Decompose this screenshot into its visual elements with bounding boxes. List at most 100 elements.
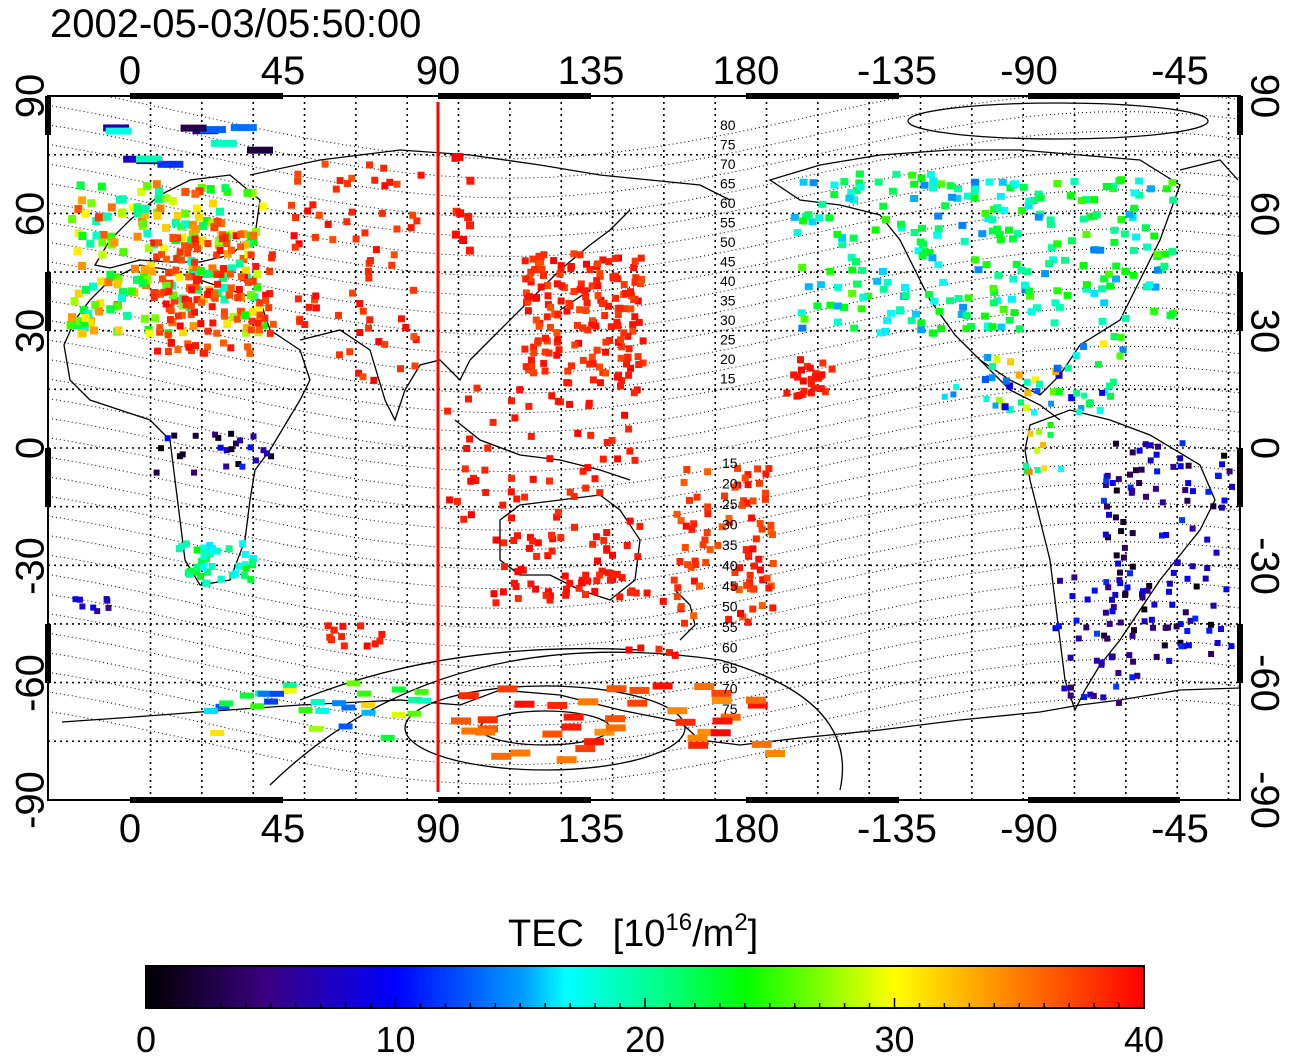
tec-cell xyxy=(1090,692,1097,699)
tec-cell xyxy=(690,612,698,620)
tec-cell xyxy=(168,197,177,205)
tec-cell xyxy=(282,687,297,694)
tec-cell xyxy=(564,367,572,375)
tec-cell xyxy=(74,321,83,330)
tec-cell xyxy=(988,323,997,331)
tec-cell xyxy=(380,734,395,741)
tec-cell xyxy=(78,196,87,205)
tec-cell xyxy=(118,294,126,303)
bottom-tick-label: 90 xyxy=(416,807,461,851)
tec-cell xyxy=(680,478,688,486)
tec-cell xyxy=(1099,340,1107,348)
tec-cell xyxy=(204,707,218,714)
left-tick-label: 0 xyxy=(9,437,53,459)
tec-cell xyxy=(361,229,369,237)
tec-cell xyxy=(123,311,132,320)
tec-cell xyxy=(561,572,569,580)
tec-cell xyxy=(136,155,162,163)
tec-cell xyxy=(192,224,200,233)
tec-cell xyxy=(241,561,249,569)
tec-cell xyxy=(1066,192,1075,200)
tec-cell xyxy=(204,240,212,247)
tec-cell xyxy=(349,289,356,297)
tec-cell xyxy=(570,492,578,500)
tec-cell xyxy=(790,371,798,379)
tec-cell xyxy=(1047,431,1054,438)
tec-cell xyxy=(810,384,818,392)
tec-cell xyxy=(355,369,363,377)
tec-cell xyxy=(532,316,540,324)
contour-label: 40 xyxy=(720,273,736,289)
tec-cell xyxy=(367,257,374,264)
tec-cell xyxy=(156,324,164,332)
tec-cell xyxy=(639,359,647,367)
tec-cell xyxy=(311,233,319,241)
tec-cell xyxy=(1208,621,1214,628)
tec-cell xyxy=(696,582,703,590)
tec-cell xyxy=(315,707,330,714)
tec-cell xyxy=(874,178,883,186)
tec-cell xyxy=(1001,403,1009,411)
tec-cell xyxy=(1015,325,1024,333)
tec-cell xyxy=(225,291,233,299)
tec-cell xyxy=(925,249,934,257)
tec-cell xyxy=(1007,295,1016,303)
tec-cell xyxy=(370,376,378,384)
tec-cell xyxy=(767,521,775,529)
tec-cell xyxy=(756,520,764,527)
contour-label: 55 xyxy=(722,619,738,635)
tec-cell xyxy=(1053,287,1062,295)
coastline xyxy=(1179,159,1239,181)
tec-cell xyxy=(962,325,971,333)
tec-cell xyxy=(701,536,709,544)
tec-cell xyxy=(336,177,344,185)
tec-cell xyxy=(545,349,553,357)
tec-cell xyxy=(703,529,711,536)
tec-cell xyxy=(734,464,741,472)
tec-cell xyxy=(1153,653,1160,660)
tec-cell xyxy=(1112,591,1119,598)
tec-cell xyxy=(1115,699,1122,706)
left-frame-bar xyxy=(45,272,51,331)
coastline xyxy=(768,149,1181,396)
bottom-tick-label: 180 xyxy=(713,807,780,851)
tec-cell xyxy=(554,310,562,318)
tec-cell xyxy=(1162,185,1171,193)
tec-cell xyxy=(910,195,919,202)
tec-cell xyxy=(819,359,827,367)
tec-cell xyxy=(967,322,976,330)
tec-cell xyxy=(162,300,170,308)
tec-cell xyxy=(1193,583,1200,590)
tec-cell xyxy=(446,496,454,504)
tec-cell xyxy=(510,749,531,757)
contour-label: 25 xyxy=(720,332,736,348)
tec-cell xyxy=(546,455,554,463)
tec-cell xyxy=(688,741,709,749)
tec-cell xyxy=(195,187,204,196)
tec-cell xyxy=(542,591,550,599)
tec-cell xyxy=(155,239,162,247)
tec-cell xyxy=(1100,299,1109,307)
tec-cell xyxy=(751,740,772,748)
tec-cell xyxy=(587,431,595,439)
tec-cell xyxy=(1105,584,1112,591)
tec-cell xyxy=(212,431,219,438)
tec-cell xyxy=(473,384,481,392)
tec-cell xyxy=(330,626,338,634)
tec-cell xyxy=(213,329,221,337)
tec-cell xyxy=(459,236,468,244)
tec-cell xyxy=(1006,406,1014,414)
tec-cell xyxy=(934,261,943,269)
tec-cell xyxy=(606,337,613,344)
tec-cell xyxy=(731,483,739,491)
tec-cell xyxy=(718,523,726,531)
tec-cell xyxy=(266,267,274,275)
tec-cell xyxy=(176,453,183,460)
tec-cell xyxy=(530,369,537,377)
tec-cell xyxy=(1103,478,1110,485)
tec-cell xyxy=(324,220,332,228)
tec-cell xyxy=(73,247,82,256)
tec-cell xyxy=(606,576,614,584)
tec-cell xyxy=(1110,238,1119,246)
tec-cell xyxy=(181,220,190,229)
